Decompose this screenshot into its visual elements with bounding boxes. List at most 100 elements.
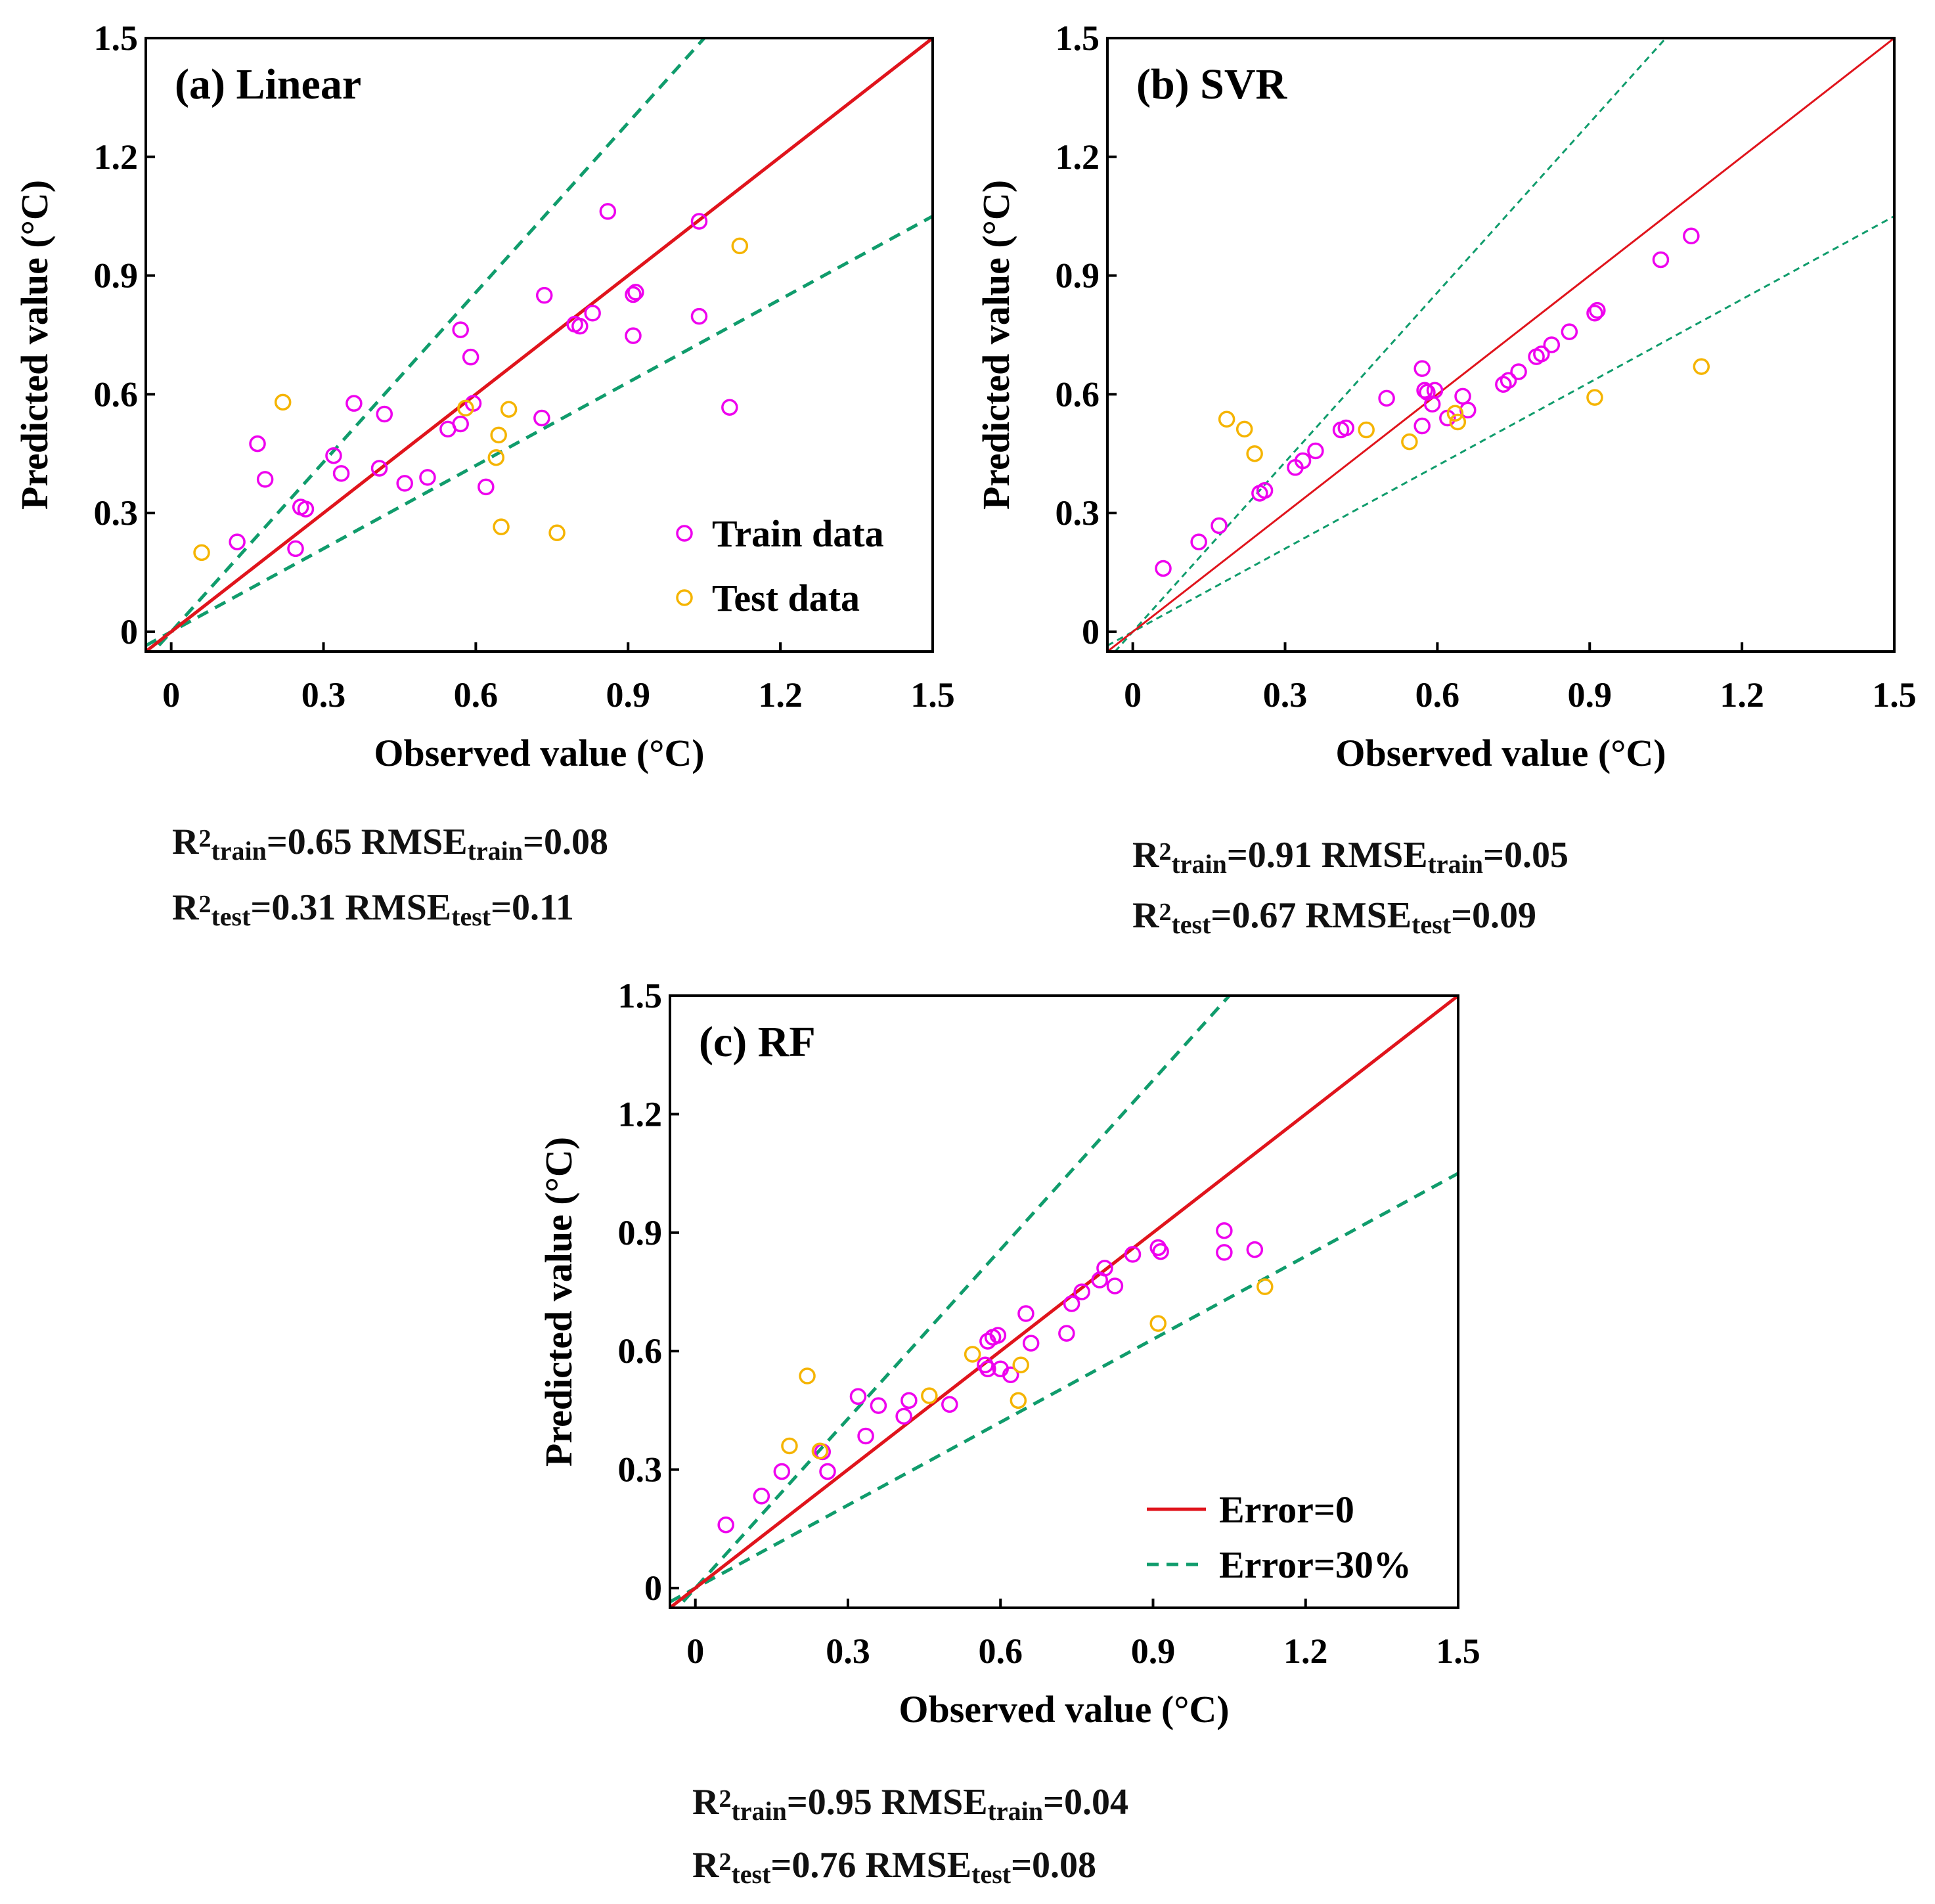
test-point — [1218, 410, 1235, 428]
train-point — [1155, 560, 1172, 577]
train-point — [1543, 336, 1561, 353]
train-point — [690, 307, 708, 325]
y-tick-label: 1.5 — [1056, 18, 1100, 58]
train-point — [1652, 251, 1670, 269]
train-point — [1533, 345, 1550, 363]
test-point — [490, 426, 507, 444]
test-point — [500, 401, 518, 418]
test-point — [1446, 405, 1464, 422]
y-tick-label: 0.3 — [94, 493, 139, 533]
test-point — [1693, 358, 1710, 375]
train-point — [1106, 1277, 1124, 1295]
x-axis-label: Observed value (°C) — [374, 732, 704, 774]
train-point — [1152, 1243, 1169, 1260]
train-point — [857, 1427, 874, 1445]
test-point — [548, 524, 566, 541]
train-point — [1190, 533, 1207, 550]
test-point — [811, 1442, 829, 1460]
y-tick-label: 0.3 — [618, 1450, 663, 1490]
train-point — [1589, 301, 1606, 319]
train-point — [297, 500, 315, 518]
train-point — [452, 321, 469, 338]
train-point — [1246, 1241, 1264, 1258]
x-tick-label: 1.2 — [1283, 1631, 1328, 1671]
train-point — [452, 415, 469, 433]
y-tick-label: 0.6 — [94, 374, 139, 414]
train-point — [870, 1397, 887, 1414]
train-point — [1096, 1260, 1113, 1277]
train-point — [625, 327, 642, 344]
panel-title: (a) Linear — [175, 60, 361, 108]
test-point — [964, 1346, 981, 1363]
train-point — [627, 284, 644, 301]
metric-test: R2test=0.76 RMSEtest=0.08 — [692, 1845, 1096, 1889]
x-tick-label: 0.9 — [1568, 675, 1613, 715]
train-point — [478, 478, 495, 496]
train-point — [1495, 376, 1512, 393]
metric-train: R2train=0.91 RMSEtrain=0.05 — [1132, 835, 1568, 879]
x-tick-label: 0.3 — [826, 1631, 870, 1671]
metric-test: R2test=0.31 RMSEtest=0.11 — [172, 887, 574, 931]
y-tick-label: 1.2 — [1056, 137, 1100, 177]
x-tick-label: 0.6 — [978, 1631, 1023, 1671]
y-tick-label: 0 — [1082, 612, 1100, 652]
train-point — [989, 1327, 1007, 1344]
error-30-lower-line — [670, 1172, 1458, 1604]
test-point — [1012, 1356, 1029, 1373]
train-point — [1124, 1246, 1142, 1263]
legend-error-0: Error=0 — [1147, 1488, 1354, 1531]
plot-frame — [145, 37, 934, 653]
train-point — [901, 1392, 918, 1409]
train-point — [332, 465, 350, 482]
train-point — [1017, 1305, 1034, 1322]
panel-title: (c) RF — [699, 1018, 816, 1066]
train-point — [1216, 1222, 1233, 1239]
train-point — [1413, 360, 1431, 377]
train-point — [376, 405, 393, 423]
test-point — [1149, 1315, 1167, 1332]
y-tick-label: 0 — [120, 612, 138, 652]
test-point — [193, 544, 210, 562]
legend-error-30: Error=30% — [1147, 1543, 1412, 1586]
train-point — [849, 1388, 867, 1406]
metric-train: R2train=0.95 RMSEtrain=0.04 — [692, 1782, 1128, 1826]
test-point — [1246, 445, 1263, 462]
panel-title: (b) SVR — [1136, 60, 1288, 108]
legend-test: Test data — [676, 577, 860, 619]
train-point — [345, 395, 363, 412]
x-tick-label: 0 — [162, 675, 180, 715]
y-axis-label: Predicted value (°C) — [537, 1137, 580, 1467]
train-point — [1683, 227, 1700, 245]
y-tick-label: 0.6 — [1056, 374, 1100, 414]
train-point — [396, 475, 413, 492]
test-point — [1401, 433, 1418, 451]
legend-label: Train data — [712, 512, 884, 555]
train-point — [1256, 481, 1274, 499]
train-point — [1216, 1244, 1233, 1261]
test-point — [487, 449, 505, 466]
train-point — [462, 348, 479, 366]
x-tick-label: 0.9 — [606, 675, 651, 715]
x-tick-label: 0.9 — [1131, 1631, 1176, 1671]
train-point — [1426, 382, 1444, 399]
train-point — [721, 399, 738, 416]
plot-area — [146, 38, 933, 652]
train-point — [1500, 372, 1517, 389]
y-tick-label: 1.2 — [618, 1094, 663, 1134]
train-point — [717, 1516, 734, 1534]
error-0-line — [1107, 38, 1894, 652]
train-point — [584, 305, 601, 322]
legend-train: Train data — [676, 512, 884, 555]
train-point — [1073, 1283, 1090, 1300]
train-point — [1454, 387, 1471, 405]
train-point — [819, 1463, 836, 1480]
train-point — [533, 409, 550, 427]
legend-label: Test data — [712, 577, 860, 619]
test-point — [274, 393, 292, 411]
y-tick-label: 0.9 — [1056, 256, 1100, 296]
x-tick-label: 0 — [686, 1631, 704, 1671]
y-tick-label: 0.6 — [618, 1331, 663, 1371]
error-30-lower-line — [146, 214, 933, 648]
test-point — [1010, 1392, 1027, 1409]
train-point — [249, 435, 266, 453]
